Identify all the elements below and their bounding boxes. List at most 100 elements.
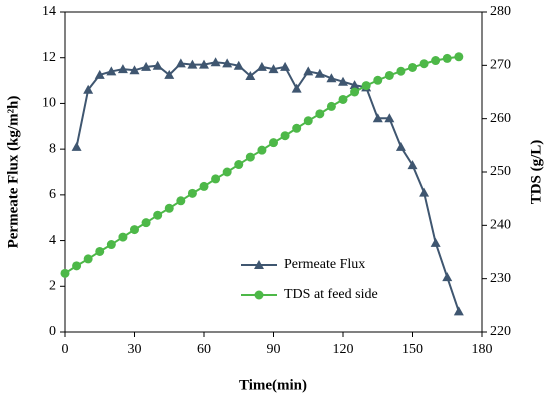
data-point: [419, 187, 430, 197]
data-point: [199, 181, 209, 191]
y-axis-label: Permeate Flux (kg/m²h): [5, 96, 21, 249]
data-point: [361, 81, 371, 91]
data-point: [350, 87, 360, 97]
series-line: [75, 61, 460, 312]
data-point: [431, 56, 441, 66]
data-point: [130, 225, 139, 235]
y2-tick-label: 240: [490, 218, 511, 233]
data-point: [164, 69, 175, 79]
x-axis-label: Time(min): [239, 377, 307, 393]
x-tick-label: 150: [402, 342, 423, 357]
data-point: [315, 109, 325, 119]
data-point: [442, 272, 453, 282]
data-point: [176, 196, 186, 206]
y-tick-label: 2: [49, 279, 56, 294]
legend-marker: [254, 260, 264, 269]
data-point: [407, 160, 418, 170]
data-point: [106, 240, 116, 250]
y-tick-label: 10: [42, 96, 56, 111]
data-point: [118, 232, 128, 242]
data-point: [453, 306, 464, 316]
data-point: [94, 69, 105, 79]
x-tick-label: 30: [128, 342, 142, 357]
y-tick-label: 12: [42, 50, 56, 65]
data-point: [153, 210, 163, 220]
data-point: [280, 61, 291, 71]
data-point: [72, 261, 82, 271]
data-point: [269, 138, 278, 148]
data-point: [83, 84, 94, 94]
data-point: [233, 60, 244, 70]
data-point: [373, 75, 383, 85]
data-point: [117, 64, 128, 74]
data-point: [210, 57, 221, 67]
data-point: [211, 174, 221, 184]
legend-marker: [254, 290, 264, 300]
y-tick-label: 4: [49, 233, 56, 248]
data-point: [349, 80, 360, 90]
data-point: [303, 66, 314, 76]
data-point: [164, 203, 174, 213]
y2-tick-label: 270: [490, 58, 511, 73]
data-point: [245, 152, 255, 162]
y2-tick-label: 250: [490, 164, 511, 179]
x-tick-label: 0: [62, 342, 69, 357]
data-point: [395, 141, 406, 151]
data-point: [454, 52, 464, 62]
data-point: [280, 131, 290, 141]
x-tick-label: 120: [333, 342, 354, 357]
data-point: [338, 76, 348, 86]
legend-label: TDS at feed side: [284, 287, 378, 302]
data-point: [152, 60, 163, 70]
y2-tick-label: 220: [490, 324, 511, 339]
data-point: [303, 116, 313, 126]
data-point: [222, 167, 232, 177]
y-tick-label: 14: [42, 4, 56, 19]
data-point: [83, 254, 93, 264]
y2-tick-label: 280: [490, 4, 511, 19]
data-point: [291, 83, 302, 93]
data-point: [384, 70, 394, 80]
data-point: [95, 246, 105, 256]
data-point: [326, 101, 336, 111]
y-tick-label: 6: [49, 187, 56, 202]
data-point: [199, 59, 209, 69]
x-tick-label: 60: [197, 342, 211, 357]
data-point: [384, 113, 395, 123]
y2-tick-label: 230: [490, 271, 511, 286]
data-point: [338, 94, 348, 104]
data-point: [419, 59, 429, 69]
legend-label: Permeate Flux: [284, 257, 365, 272]
data-point: [175, 58, 186, 68]
plot-frame: [64, 11, 483, 333]
data-point: [187, 188, 197, 198]
y-tick-label: 0: [49, 324, 56, 339]
data-point: [372, 113, 383, 123]
data-point: [222, 58, 233, 68]
data-point: [106, 66, 117, 76]
x-tick-label: 180: [472, 342, 493, 357]
data-point: [442, 53, 452, 63]
data-point: [187, 59, 198, 69]
y2-tick-label: 260: [490, 111, 511, 126]
data-point: [396, 66, 406, 76]
data-point: [408, 62, 417, 72]
data-point: [141, 218, 151, 228]
data-point: [60, 268, 70, 278]
data-point: [257, 145, 267, 155]
data-point: [326, 73, 337, 83]
data-point: [245, 71, 256, 80]
y-tick-label: 8: [49, 141, 56, 156]
data-point: [71, 141, 82, 151]
y2-axis-label: TDS (g/L): [528, 140, 544, 205]
data-point: [268, 64, 279, 74]
data-point: [314, 68, 325, 78]
data-point: [141, 61, 152, 71]
x-tick-label: 90: [267, 342, 281, 357]
data-point: [430, 237, 441, 247]
data-point: [256, 61, 267, 71]
data-point: [129, 65, 140, 75]
data-point: [292, 123, 302, 133]
data-point: [234, 160, 244, 170]
